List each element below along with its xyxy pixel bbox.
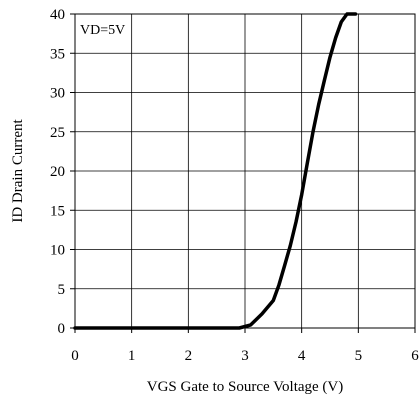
x-axis-title: VGS Gate to Source Voltage (V) bbox=[147, 379, 344, 395]
y-tick-label: 30 bbox=[50, 86, 65, 102]
y-tick-label: 40 bbox=[50, 7, 65, 23]
y-tick-label: 0 bbox=[58, 321, 66, 337]
y-tick-label: 10 bbox=[50, 243, 65, 259]
x-tick-label: 3 bbox=[241, 348, 249, 364]
y-tick-label: 20 bbox=[50, 164, 65, 180]
x-tick-labels: 0 1 2 3 4 5 6 bbox=[71, 328, 419, 364]
y-axis-title: ID Drain Current bbox=[10, 119, 26, 223]
x-tick-label: 2 bbox=[185, 348, 193, 364]
x-tick-label: 0 bbox=[71, 348, 79, 364]
y-tick-label: 5 bbox=[58, 282, 66, 298]
grid bbox=[75, 14, 415, 328]
x-tick-label: 6 bbox=[411, 348, 419, 364]
y-tick-labels: 0 5 10 15 20 25 30 35 40 bbox=[50, 7, 75, 337]
y-tick-label: 25 bbox=[50, 125, 65, 141]
x-tick-label: 1 bbox=[128, 348, 136, 364]
x-tick-label: 4 bbox=[298, 348, 306, 364]
x-tick-label: 5 bbox=[355, 348, 363, 364]
vd-annotation: VD=5V bbox=[80, 23, 125, 38]
y-tick-label: 15 bbox=[50, 203, 65, 219]
series-layer bbox=[73, 12, 358, 330]
series-line bbox=[73, 12, 358, 330]
y-tick-label: 35 bbox=[50, 46, 65, 62]
